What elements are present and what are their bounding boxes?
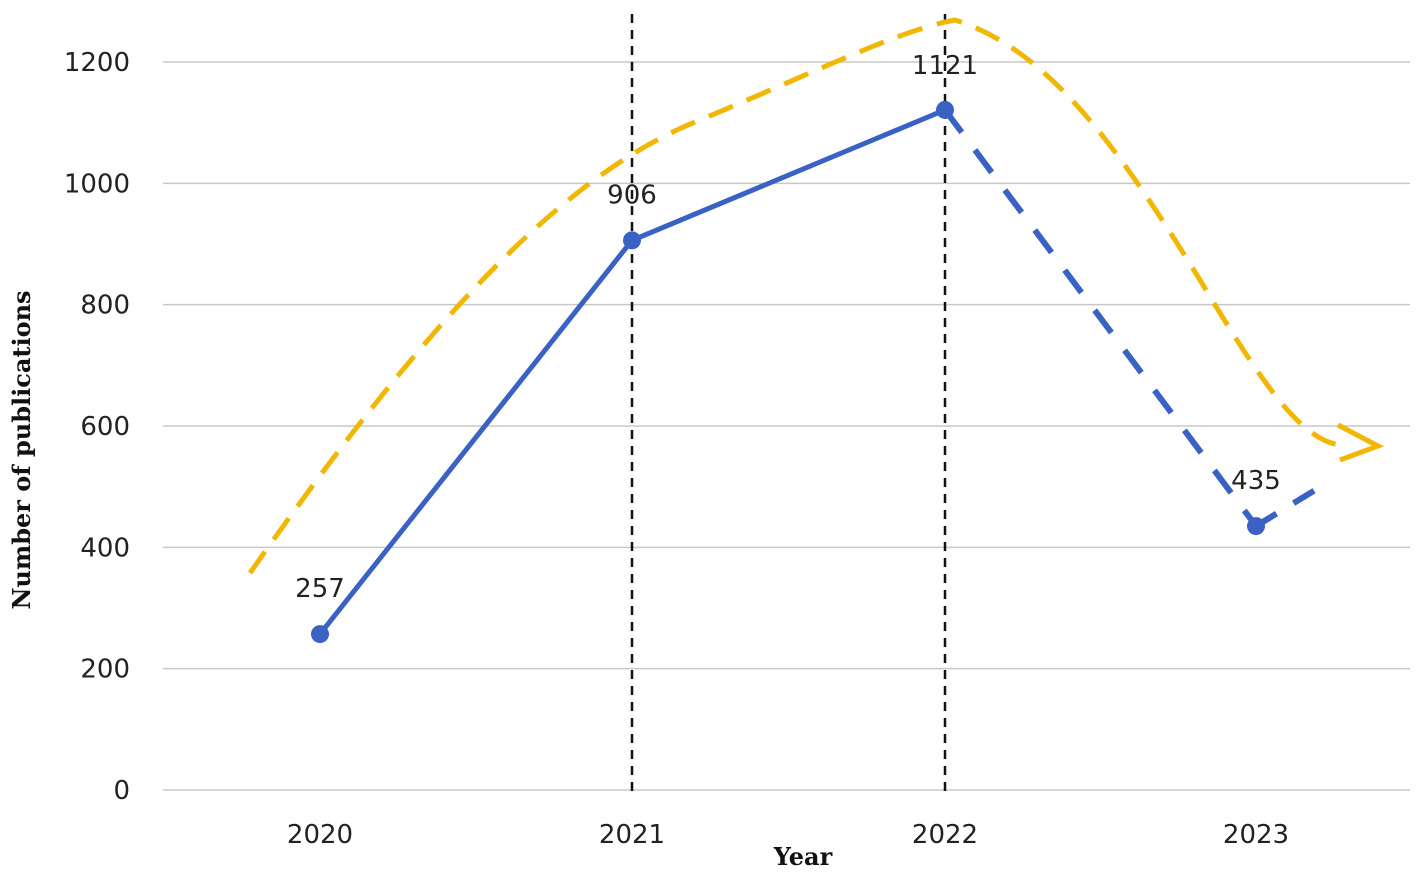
y-tick-label: 200 [80, 655, 130, 685]
data-label: 1121 [912, 51, 978, 81]
data-point [936, 100, 954, 119]
data-point [623, 231, 641, 250]
data-point [1247, 517, 1265, 536]
y-tick-labels: 0 200 400 600 800 1000 1200 [64, 48, 130, 806]
x-tick-label: 2021 [599, 820, 665, 850]
y-axis-title: Number of publications [7, 290, 36, 609]
y-tick-label: 600 [80, 412, 130, 442]
data-labels: 257 906 1121 435 [295, 51, 1281, 604]
data-point [311, 625, 329, 644]
y-tick-label: 400 [80, 533, 130, 563]
y-tick-label: 0 [113, 776, 130, 806]
y-tick-label: 1000 [64, 169, 130, 199]
data-label: 435 [1231, 466, 1281, 496]
x-tick-label: 2022 [912, 820, 978, 850]
x-tick-labels: 2020 2021 2022 2023 [287, 820, 1289, 850]
series-dashed-segment [942, 108, 1259, 528]
trend-arrow-path [247, 17, 1341, 575]
y-tick-label: 1200 [64, 48, 130, 78]
data-label: 906 [607, 180, 657, 210]
series-line [318, 107, 1327, 636]
trend-arrow [247, 17, 1385, 575]
vertical-reference-lines [630, 14, 947, 795]
data-label: 257 [295, 574, 345, 604]
y-tick-label: 800 [80, 291, 130, 321]
x-tick-label: 2020 [287, 820, 353, 850]
x-axis-title: Year [773, 842, 833, 871]
x-tick-label: 2023 [1223, 820, 1289, 850]
trend-arrowhead [1336, 422, 1385, 463]
series-dashed-extension [1254, 481, 1327, 529]
gridlines [163, 61, 1410, 791]
data-points [311, 100, 1265, 644]
